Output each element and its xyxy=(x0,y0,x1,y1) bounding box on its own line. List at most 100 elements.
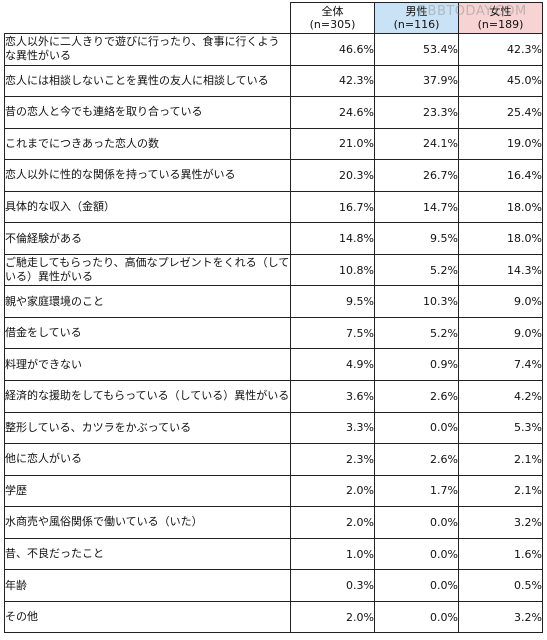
header-male-n: (n=116) xyxy=(393,18,440,31)
table-row: これまでにつきあった恋人の数 21.0% 24.1% 19.0% xyxy=(4,127,543,161)
row-label: 不倫経験がある xyxy=(4,222,291,255)
row-female: 42.3% xyxy=(458,33,543,66)
row-total: 20.3% xyxy=(290,159,375,192)
header-total-n: (n=305) xyxy=(309,18,356,31)
table-row: 親や家庭環境のこと 9.5% 10.3% 9.0% xyxy=(4,285,543,318)
row-label: ご馳走してもらったり、高価なプレゼントをくれる（している）異性がいる xyxy=(4,253,291,287)
row-label: 経済的な援助をしてもらっている（している）異性がいる xyxy=(4,380,291,413)
row-total: 4.9% xyxy=(290,348,375,382)
row-male: 1.7% xyxy=(374,474,459,508)
row-total: 9.5% xyxy=(290,285,375,318)
table-row: 水商売や風俗関係で働いている（いた） 2.0% 0.0% 3.2% xyxy=(4,506,543,539)
row-female: 9.0% xyxy=(458,316,543,350)
row-female: 19.0% xyxy=(458,127,543,161)
row-female: 18.0% xyxy=(458,190,543,224)
table-row: その他 2.0% 0.0% 3.2% xyxy=(4,600,543,634)
row-total: 14.8% xyxy=(290,222,375,255)
row-total: 16.7% xyxy=(290,190,375,224)
table-row: 料理ができない 4.9% 0.9% 7.4% xyxy=(4,348,543,382)
row-male: 2.6% xyxy=(374,443,459,476)
header-row: 全体 (n=305) 男性 (n=116) 女性 (n=189) xyxy=(4,2,543,34)
row-male: 5.2% xyxy=(374,316,459,350)
row-male: 26.7% xyxy=(374,159,459,192)
row-female: 25.4% xyxy=(458,96,543,129)
table-row: 恋人以外に二人きりで遊びに行ったり、食事に行くような異性がいる 46.6% 53.4… xyxy=(4,33,543,66)
row-label: 昔の恋人と今でも連絡を取り合っている xyxy=(4,96,291,129)
row-male: 14.7% xyxy=(374,190,459,224)
table-row: 恋人には相談しないことを異性の友人に相談している 42.3% 37.9% 45.0% xyxy=(4,64,543,98)
row-female: 1.6% xyxy=(458,537,543,571)
table-row: 不倫経験がある 14.8% 9.5% 18.0% xyxy=(4,222,543,255)
table-row: 経済的な援助をしてもらっている（している）異性がいる 3.6% 2.6% 4.2% xyxy=(4,380,543,413)
row-label: 恋人には相談しないことを異性の友人に相談している xyxy=(4,64,291,98)
header-female-n: (n=189) xyxy=(477,18,524,31)
row-male: 0.9% xyxy=(374,348,459,382)
row-label: 借金をしている xyxy=(4,316,291,350)
row-label: 水商売や風俗関係で働いている（いた） xyxy=(4,506,291,539)
header-female: 女性 (n=189) xyxy=(458,2,543,34)
row-label: 恋人以外に二人きりで遊びに行ったり、食事に行くような異性がいる xyxy=(4,33,291,66)
row-female: 2.1% xyxy=(458,474,543,508)
header-female-label: 女性 xyxy=(489,5,512,18)
row-total: 0.3% xyxy=(290,569,375,602)
row-total: 1.0% xyxy=(290,537,375,571)
row-female: 3.2% xyxy=(458,506,543,539)
row-label: 恋人以外に性的な関係を持っている異性がいる xyxy=(4,159,291,192)
header-male-label: 男性 xyxy=(405,5,428,18)
row-male: 9.5% xyxy=(374,222,459,255)
header-blank-cell xyxy=(4,2,291,34)
row-total: 7.5% xyxy=(290,316,375,350)
row-male: 37.9% xyxy=(374,64,459,98)
row-total: 21.0% xyxy=(290,127,375,161)
table-row: 年齢 0.3% 0.0% 0.5% xyxy=(4,569,543,602)
row-female: 4.2% xyxy=(458,380,543,413)
survey-table: 全体 (n=305) 男性 (n=116) 女性 (n=189) 恋人以外に二人… xyxy=(4,2,543,634)
row-female: 14.3% xyxy=(458,253,543,287)
row-total: 2.0% xyxy=(290,474,375,508)
row-total: 2.0% xyxy=(290,600,375,634)
row-label: 親や家庭環境のこと xyxy=(4,285,291,318)
row-total: 3.6% xyxy=(290,380,375,413)
table-row: 借金をしている 7.5% 5.2% 9.0% xyxy=(4,316,543,350)
row-female: 9.0% xyxy=(458,285,543,318)
row-female: 5.3% xyxy=(458,411,543,445)
row-label: 他に恋人がいる xyxy=(4,443,291,476)
row-total: 42.3% xyxy=(290,64,375,98)
row-male: 53.4% xyxy=(374,33,459,66)
row-female: 7.4% xyxy=(458,348,543,382)
table-row: 昔の恋人と今でも連絡を取り合っている 24.6% 23.3% 25.4% xyxy=(4,96,543,129)
row-total: 3.3% xyxy=(290,411,375,445)
row-male: 10.3% xyxy=(374,285,459,318)
row-total: 10.8% xyxy=(290,253,375,287)
row-female: 18.0% xyxy=(458,222,543,255)
row-male: 23.3% xyxy=(374,96,459,129)
row-label: その他 xyxy=(4,600,291,634)
row-male: 2.6% xyxy=(374,380,459,413)
row-label: これまでにつきあった恋人の数 xyxy=(4,127,291,161)
table-row: ご馳走してもらったり、高価なプレゼントをくれる（している）異性がいる 10.8% 5… xyxy=(4,253,543,287)
row-male: 0.0% xyxy=(374,506,459,539)
row-total: 24.6% xyxy=(290,96,375,129)
row-female: 2.1% xyxy=(458,443,543,476)
table-row: 他に恋人がいる 2.3% 2.6% 2.1% xyxy=(4,443,543,476)
table-row: 昔、不良だったこと 1.0% 0.0% 1.6% xyxy=(4,537,543,571)
table-body: 恋人以外に二人きりで遊びに行ったり、食事に行くような異性がいる 46.6% 53.4… xyxy=(4,33,543,634)
header-total-label: 全体 xyxy=(321,5,344,18)
row-label: 年齢 xyxy=(4,569,291,602)
row-label: 料理ができない xyxy=(4,348,291,382)
table-row: 恋人以外に性的な関係を持っている異性がいる 20.3% 26.7% 16.4% xyxy=(4,159,543,192)
row-female: 3.2% xyxy=(458,600,543,634)
row-total: 2.3% xyxy=(290,443,375,476)
header-total: 全体 (n=305) xyxy=(290,2,375,34)
row-label: 具体的な収入（金額） xyxy=(4,190,291,224)
row-label: 整形している、カツラをかぶっている xyxy=(4,411,291,445)
row-male: 0.0% xyxy=(374,600,459,634)
header-male: 男性 (n=116) xyxy=(374,2,459,34)
row-male: 5.2% xyxy=(374,253,459,287)
row-female: 16.4% xyxy=(458,159,543,192)
row-female: 45.0% xyxy=(458,64,543,98)
row-label: 学歴 xyxy=(4,474,291,508)
row-male: 0.0% xyxy=(374,411,459,445)
table-row: 整形している、カツラをかぶっている 3.3% 0.0% 5.3% xyxy=(4,411,543,445)
row-female: 0.5% xyxy=(458,569,543,602)
